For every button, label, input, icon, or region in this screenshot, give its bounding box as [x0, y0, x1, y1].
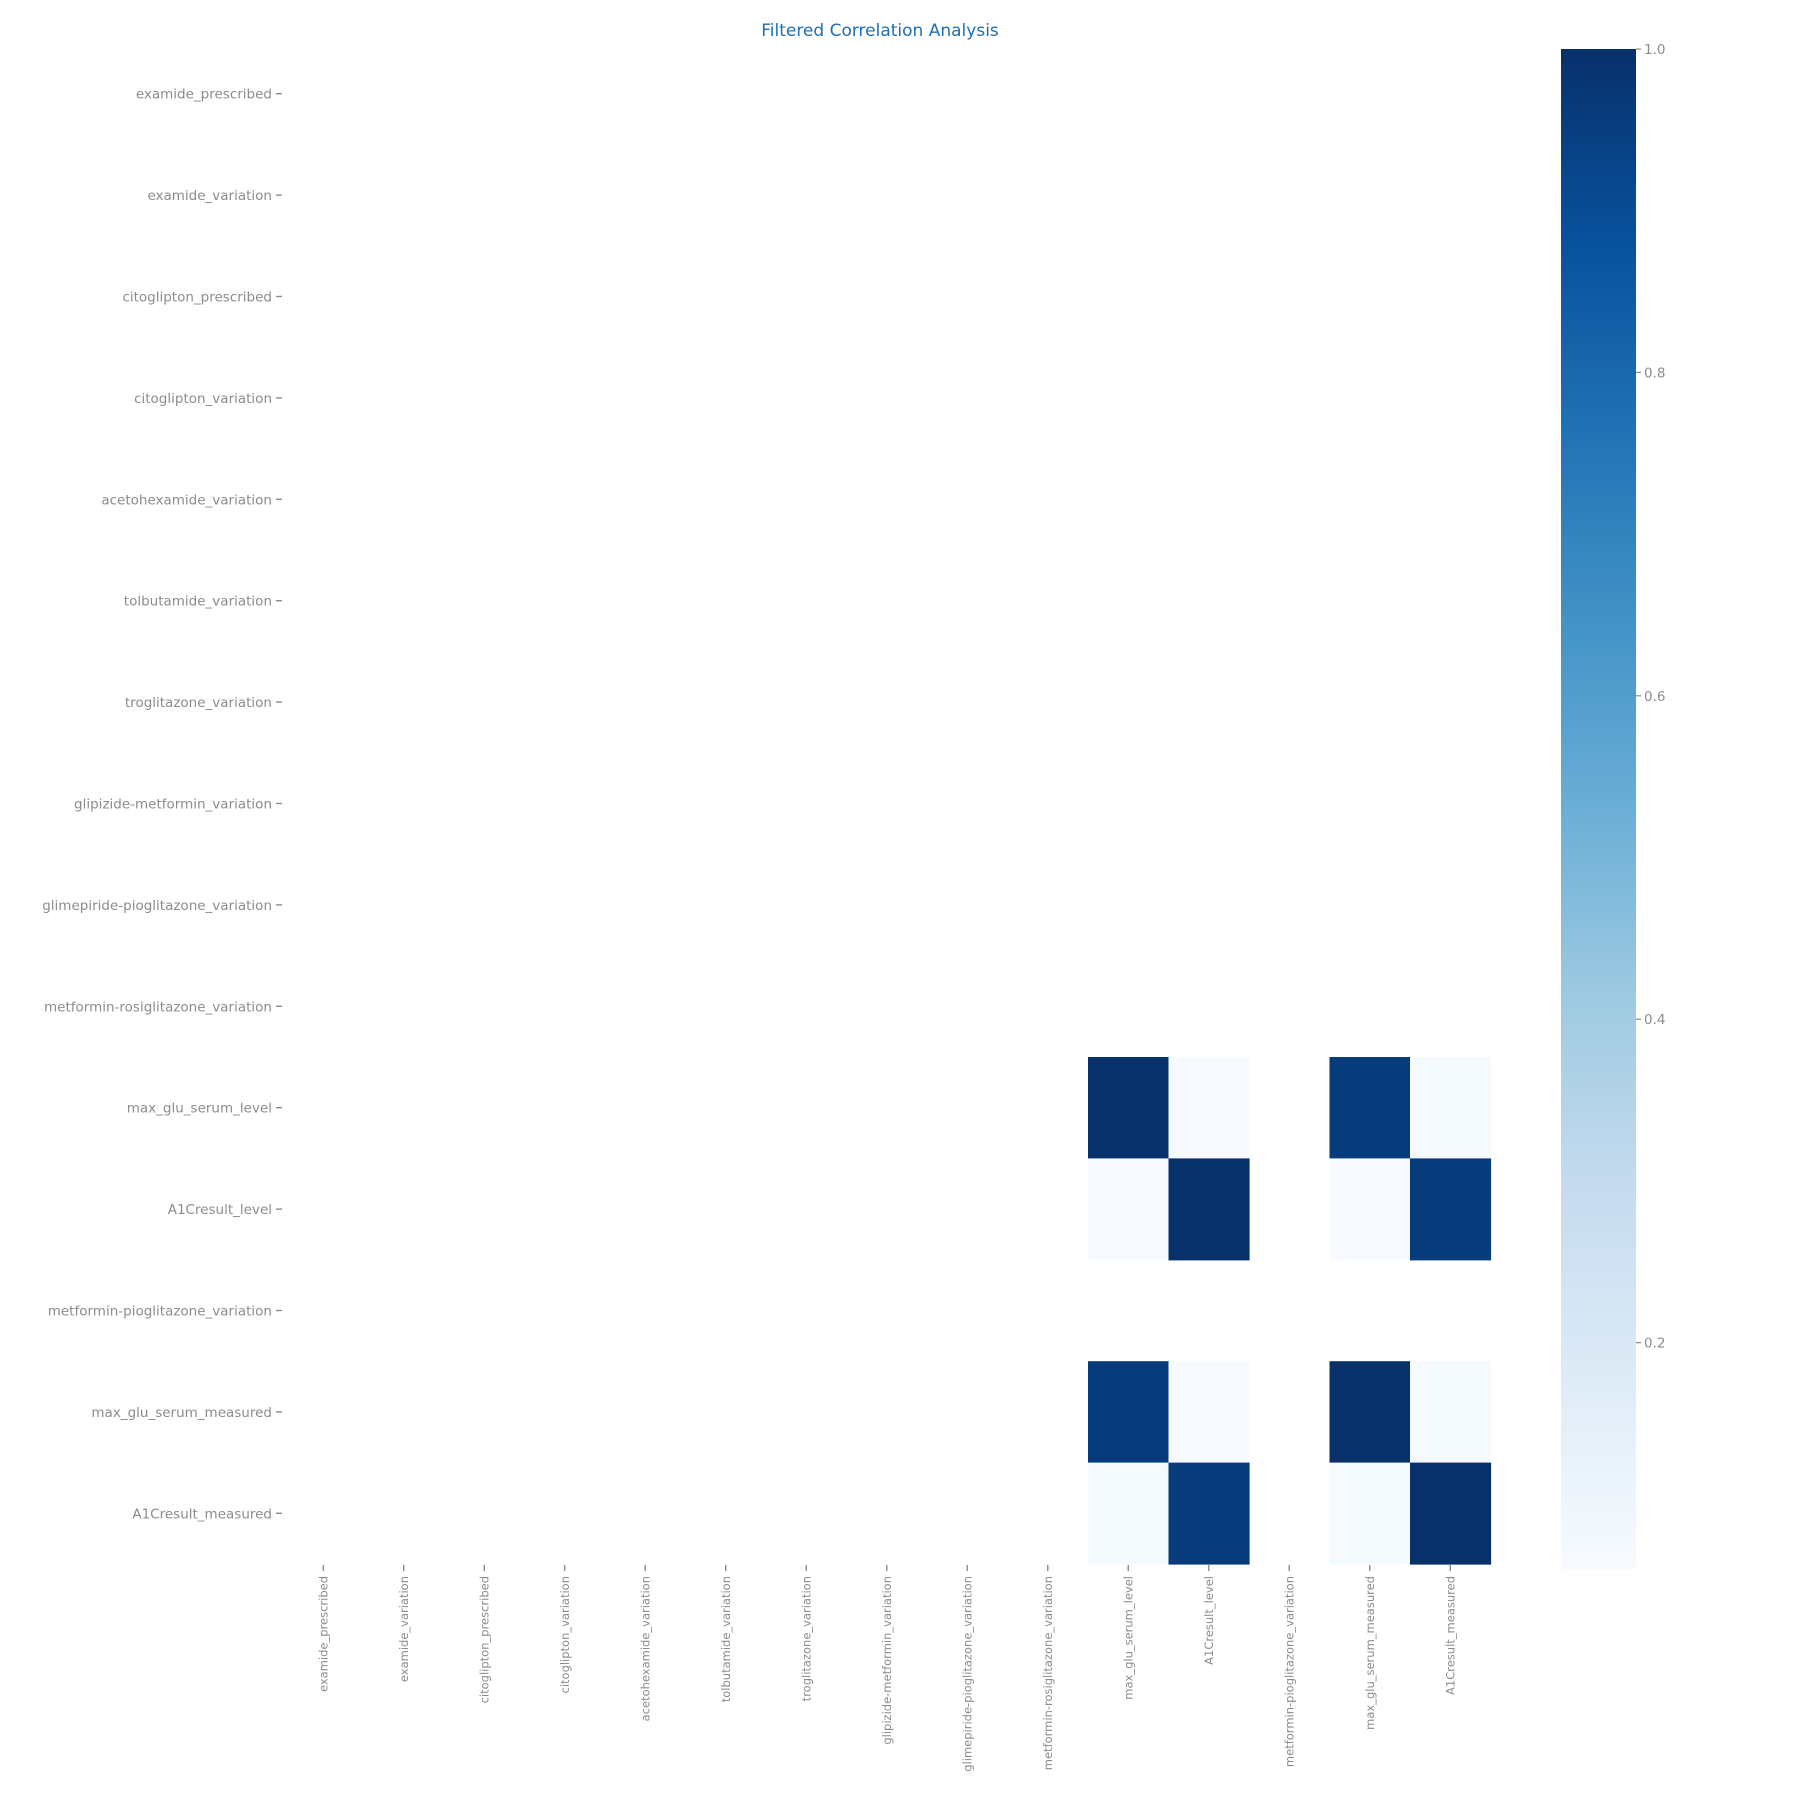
- colorbar-ticks: 0.2 0.4 0.6 0.8 1.0: [1636, 42, 1665, 1352]
- colorbar-tick-label: 0.6: [1644, 689, 1665, 705]
- colorbar-tick-label: 0.8: [1644, 365, 1665, 381]
- heatmap-cell: [1168, 1158, 1250, 1261]
- heatmap-cell: [1329, 1361, 1411, 1464]
- y-tick-label: examide_variation: [147, 188, 272, 204]
- y-tick-label: metformin-rosiglitazone_variation: [44, 999, 272, 1015]
- heatmap-cell: [1329, 1057, 1411, 1159]
- x-tick-label: metformin-pioglitazone_variation: [1282, 1576, 1296, 1767]
- heatmap-cell: [1088, 1057, 1170, 1159]
- heatmap-cell: [1410, 1057, 1492, 1159]
- x-tick-label: max_glu_serum_level: [1121, 1576, 1135, 1700]
- x-axis: examide_prescribed examide_variation citog…: [316, 1565, 1457, 1772]
- heatmap-cell: [1168, 1361, 1250, 1464]
- heatmap-cell: [1329, 1462, 1411, 1565]
- y-tick-label: metformin-pioglitazone_variation: [48, 1304, 272, 1320]
- y-tick-label: troglitazone_variation: [125, 695, 272, 711]
- y-tick-label: max_glu_serum_level: [127, 1101, 272, 1117]
- colorbar-tick-label: 0.4: [1644, 1012, 1665, 1028]
- colorbar-tick-label: 0.2: [1644, 1336, 1665, 1352]
- heatmap-cell: [1329, 1158, 1411, 1261]
- chart-title: Filtered Correlation Analysis: [761, 21, 999, 41]
- x-tick-label: max_glu_serum_measured: [1363, 1576, 1377, 1730]
- y-tick-label: citoglipton_prescribed: [122, 290, 272, 306]
- heatmap-cells: [1088, 1057, 1492, 1565]
- y-tick-label: citoglipton_variation: [134, 391, 272, 407]
- x-tick-label: citoglipton_variation: [558, 1576, 572, 1694]
- y-tick-label: glipizide-metformin_variation: [74, 797, 272, 813]
- colorbar-tick-label: 1.0: [1644, 42, 1665, 58]
- y-tick-label: glimepiride-pioglitazone_variation: [42, 898, 272, 914]
- y-tick-label: examide_prescribed: [136, 87, 272, 103]
- heatmap-cell: [1168, 1462, 1250, 1565]
- x-tick-label: tolbutamide_variation: [719, 1576, 733, 1702]
- heatmap-cell: [1410, 1462, 1492, 1565]
- y-tick-label: tolbutamide_variation: [124, 594, 272, 610]
- y-tick-label: max_glu_serum_measured: [91, 1405, 272, 1421]
- x-tick-label: examide_variation: [397, 1576, 411, 1682]
- heatmap-cell: [1410, 1361, 1492, 1464]
- x-tick-label: troglitazone_variation: [799, 1576, 813, 1701]
- heatmap-cell: [1410, 1158, 1492, 1261]
- x-tick-label: glipizide-metformin_variation: [880, 1576, 894, 1745]
- x-tick-label: acetohexamide_variation: [638, 1576, 652, 1721]
- x-tick-label: A1Cresult_level: [1202, 1576, 1216, 1665]
- y-axis: examide_prescribed examide_variationcitog…: [42, 87, 282, 1522]
- x-tick-label: citoglipton_prescribed: [477, 1576, 491, 1703]
- heatmap-cell: [1088, 1361, 1170, 1464]
- heatmap-cell: [1088, 1462, 1170, 1565]
- x-tick-label: metformin-rosiglitazone_variation: [1041, 1576, 1055, 1770]
- heatmap-cell: [1088, 1158, 1170, 1261]
- colorbar-gradient: [1561, 49, 1636, 1569]
- y-tick-label: A1Cresult_level: [168, 1202, 272, 1218]
- x-tick-label: glimepiride-pioglitazone_variation: [960, 1576, 974, 1772]
- x-tick-label: examide_prescribed: [316, 1576, 330, 1692]
- y-tick-label: acetohexamide_variation: [101, 492, 272, 508]
- x-tick-label: A1Cresult_measured: [1443, 1576, 1457, 1695]
- colorbar: 0.2 0.4 0.6 0.8 1.0: [1561, 42, 1665, 1569]
- heatmap-cell: [1168, 1057, 1250, 1159]
- y-tick-label: A1Cresult_measured: [132, 1506, 272, 1522]
